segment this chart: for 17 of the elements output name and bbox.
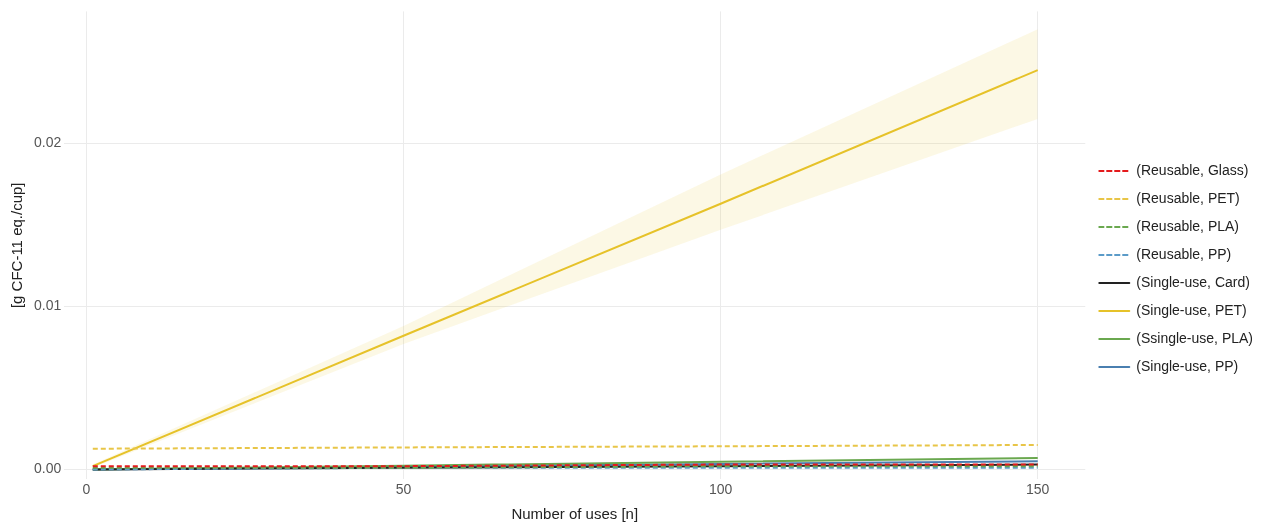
legend-label: (Single-use, PP)	[1136, 357, 1239, 374]
y-tick-label: 0.00	[34, 460, 62, 477]
legend-label: (Reusable, Glass)	[1136, 161, 1249, 178]
y-tick-label: 0.01	[34, 297, 62, 314]
x-tick-label: 150	[1026, 481, 1050, 498]
legend-label: (Single-use, PET)	[1136, 301, 1247, 318]
legend-label: (Reusable, PP)	[1136, 245, 1232, 262]
legend-label: (Ssingle-use, PLA)	[1136, 329, 1253, 346]
y-axis-title: [g CFC-11 eq./cup]	[8, 182, 26, 309]
legend-label: (Reusable, PLA)	[1136, 217, 1239, 234]
x-tick-label: 100	[708, 481, 733, 498]
x-tick-label: 50	[395, 481, 412, 498]
legend-label: (Single-use, Card)	[1136, 273, 1250, 290]
x-tick-label: 0	[82, 481, 91, 498]
legend-label: (Reusable, PET)	[1136, 189, 1240, 206]
x-axis-title: Number of uses [n]	[511, 505, 639, 523]
y-tick-label: 0.02	[34, 134, 62, 151]
